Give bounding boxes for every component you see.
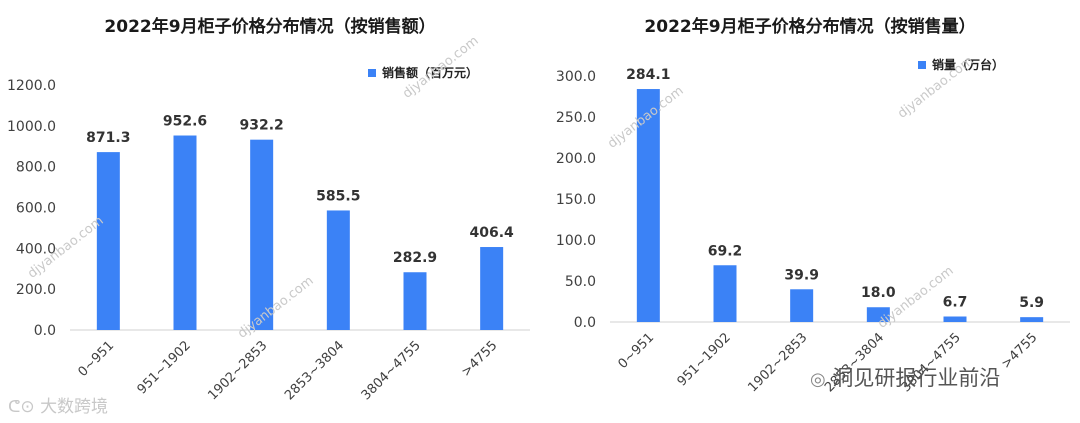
bar: [1020, 317, 1044, 322]
legend-swatch: [368, 68, 376, 77]
y-tick-label: 100.0: [556, 233, 596, 249]
x-tick-label: 0~951: [615, 330, 657, 372]
y-tick-label: 400.0: [16, 241, 56, 257]
sales-volume-bar-chart: 0.0 50.0 100.0 150.0 200.0 250.0 300.0 284.1 0~9…: [556, 67, 1070, 395]
x-tick-label: 1902~2853: [745, 330, 810, 395]
bar-value-label: 39.9: [784, 267, 819, 283]
brand-watermark-text: 大数跨境: [40, 397, 109, 417]
bar: [250, 139, 274, 330]
y-tick-label: 250.0: [556, 110, 596, 126]
x-tick-label: 1902~2853: [205, 338, 270, 403]
bar: [326, 210, 350, 330]
bar-value-label: 18.0: [861, 285, 896, 301]
wechat-icon: ◎: [810, 369, 826, 390]
y-tick-label: 1200.0: [7, 78, 56, 94]
bar: [403, 272, 427, 330]
y-tick-label: 150.0: [556, 192, 596, 208]
x-tick-label: 2853~3804: [282, 338, 347, 403]
sales-amount-bar-chart: 0.0 200.0 400.0 600.0 800.0 1000.0 1200.0 871.3…: [7, 78, 530, 403]
bar-value-label: 282.9: [393, 250, 437, 266]
y-tick-label: 1000.0: [7, 119, 56, 135]
bar: [790, 289, 814, 322]
bar-value-label: 952.6: [163, 114, 207, 130]
chart-legend: 销售额（百万元）: [368, 64, 478, 81]
y-tick-label: 200.0: [556, 151, 596, 167]
bar: [943, 316, 967, 322]
y-tick-label: 0.0: [34, 323, 56, 339]
x-tick-label: 0~951: [75, 338, 117, 380]
y-tick-label: 0.0: [574, 315, 596, 331]
bar-value-label: 6.7: [943, 295, 968, 311]
brand-watermark-text: 洞见研报行业前沿: [832, 366, 1001, 390]
sales-amount-chart-panel: 2022年9月柜子价格分布情况（按销售额） 0.0 200.0 400.0 600.0…: [7, 17, 530, 417]
y-tick-label: 600.0: [16, 201, 56, 217]
brand-watermark: ᕦ⊙ 大数跨境: [8, 392, 108, 417]
y-tick-label: 300.0: [556, 69, 596, 85]
x-tick-label: 3804~4755: [359, 338, 424, 403]
bar: [96, 152, 120, 330]
bar-value-label: 284.1: [626, 67, 670, 83]
bar-value-label: 5.9: [1019, 295, 1044, 311]
x-tick-label: >4755: [999, 330, 1041, 372]
bar: [173, 135, 197, 330]
chart-title: 2022年9月柜子价格分布情况（按销售额）: [104, 17, 436, 37]
bar-value-label: 406.4: [470, 225, 515, 241]
chart-legend: 销量（万台）: [918, 56, 1004, 73]
chart-title: 2022年9月柜子价格分布情况（按销售量）: [644, 17, 976, 37]
bar-value-label: 932.2: [240, 118, 284, 134]
y-tick-label: 200.0: [16, 282, 56, 298]
legend-label: 销量（万台）: [932, 58, 1005, 72]
sales-volume-chart-panel: 2022年9月柜子价格分布情况（按销售量） 0.0 50.0 100.0 150.0 2…: [540, 0, 1080, 423]
legend-swatch: [918, 60, 926, 69]
bar: [480, 247, 504, 330]
bar: [636, 89, 660, 323]
x-tick-label: 951~1902: [675, 330, 734, 389]
bar: [866, 307, 890, 322]
bar-value-label: 585.5: [316, 188, 360, 204]
bar: [713, 265, 737, 322]
x-tick-label: 951~1902: [135, 338, 194, 397]
brand-logo-icon: ᕦ⊙: [8, 397, 35, 417]
brand-watermark: ◎ 洞见研报行业前沿: [810, 362, 1000, 392]
bar-value-label: 69.2: [708, 243, 743, 259]
legend-label: 销售额（百万元）: [382, 66, 479, 80]
y-tick-label: 800.0: [16, 160, 56, 176]
y-tick-label: 50.0: [565, 274, 596, 290]
x-tick-label: >4755: [459, 338, 501, 380]
bar-value-label: 871.3: [86, 130, 130, 146]
